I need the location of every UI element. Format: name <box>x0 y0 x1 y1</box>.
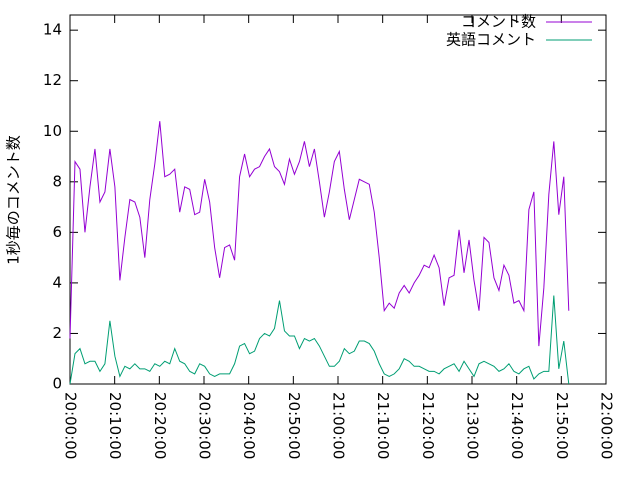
y-tick-label: 10 <box>43 122 62 140</box>
x-tick-label: 20:20:00 <box>151 392 169 459</box>
x-tick-label: 20:40:00 <box>240 392 258 459</box>
y-tick-label: 14 <box>43 21 62 39</box>
x-tick-label: 21:20:00 <box>419 392 437 459</box>
x-tick-label: 20:50:00 <box>285 392 303 459</box>
x-tick-label: 22:00:00 <box>598 392 616 459</box>
y-axis-label: 1秒毎のコメント数 <box>5 135 23 265</box>
y-tick-label: 12 <box>43 71 62 89</box>
x-tick-label: 21:00:00 <box>330 392 348 459</box>
series-line <box>69 121 570 347</box>
y-tick-label: 4 <box>52 273 62 291</box>
legend-label: 英語コメント <box>446 31 536 49</box>
plot-border <box>69 14 607 385</box>
series-line <box>69 295 570 385</box>
x-tick-label: 20:10:00 <box>106 392 124 459</box>
y-tick-label: 0 <box>52 375 62 393</box>
y-tick-label: 8 <box>52 172 62 190</box>
legend-label: コメント数 <box>461 13 536 31</box>
x-tick-label: 20:00:00 <box>62 392 80 459</box>
y-tick-label: 6 <box>52 223 62 241</box>
x-tick-label: 21:30:00 <box>464 392 482 459</box>
x-tick-label: 21:40:00 <box>508 392 526 459</box>
y-tick-label: 2 <box>52 324 62 342</box>
x-tick-label: 20:30:00 <box>196 392 214 459</box>
x-tick-label: 21:10:00 <box>374 392 392 459</box>
x-tick-label: 21:50:00 <box>553 392 571 459</box>
